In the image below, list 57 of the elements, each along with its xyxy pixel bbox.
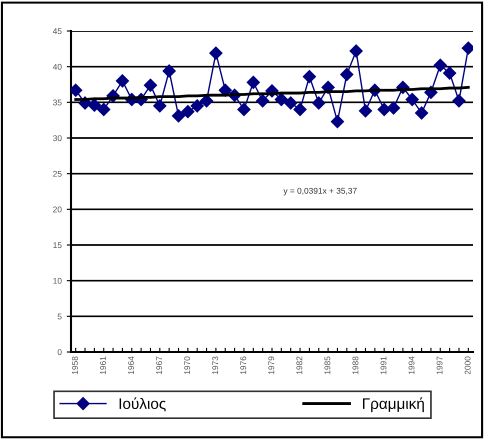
point xyxy=(386,101,400,115)
x-tick-label: 1988 xyxy=(352,356,358,374)
y-tick-label: 15 xyxy=(53,242,62,248)
x-tick-label: 1997 xyxy=(436,356,443,374)
x-tick-label: 1970 xyxy=(184,356,190,374)
x-tick-label: 2000 xyxy=(464,356,471,374)
y-tick-label: 20 xyxy=(53,206,62,212)
y-tick-label: 30 xyxy=(53,135,62,142)
point xyxy=(406,92,419,106)
point xyxy=(452,94,466,108)
y-tick-label: 10 xyxy=(53,278,62,284)
point xyxy=(116,74,130,88)
point xyxy=(172,109,186,122)
point xyxy=(256,94,270,108)
x-tick-label: 1994 xyxy=(408,356,414,374)
point xyxy=(162,64,176,78)
point xyxy=(302,70,316,84)
point xyxy=(274,92,288,106)
point xyxy=(358,104,372,118)
point xyxy=(153,99,166,112)
legend-label: Γραμμική xyxy=(363,397,424,412)
y-tick-label: 45 xyxy=(52,28,62,34)
point xyxy=(378,102,391,116)
y-tick-label: 25 xyxy=(53,170,62,177)
point xyxy=(88,98,101,112)
point xyxy=(312,96,326,110)
point xyxy=(209,46,222,60)
x-tick-label: 1967 xyxy=(156,356,162,374)
x-tick-label: 1985 xyxy=(324,356,330,374)
point xyxy=(246,76,260,89)
point xyxy=(97,102,110,116)
point xyxy=(340,68,354,82)
y-tick-label: 5 xyxy=(58,314,62,320)
x-tick-label: 1991 xyxy=(380,356,386,374)
point xyxy=(181,105,194,118)
x-tick-label: 1979 xyxy=(268,356,274,374)
x-tick-label: 1964 xyxy=(128,356,134,374)
x-tick-label: 1976 xyxy=(240,356,246,374)
y-tick-label: 0 xyxy=(58,349,62,356)
point xyxy=(443,66,456,80)
legend-label: Ιούλιος xyxy=(120,397,166,412)
point xyxy=(414,106,428,120)
point xyxy=(190,99,204,112)
x-tick-label: 1982 xyxy=(296,356,302,374)
point xyxy=(144,78,158,92)
x-tick-label: 1961 xyxy=(100,356,106,374)
point xyxy=(350,44,363,58)
point xyxy=(293,102,307,116)
y-tick-label: 40 xyxy=(52,64,62,70)
point xyxy=(284,96,298,110)
x-tick-label: 1958 xyxy=(72,356,78,374)
point xyxy=(434,58,447,72)
point xyxy=(237,102,251,116)
point xyxy=(330,115,344,128)
annotation: y = 0,0391x + 35,37 xyxy=(283,188,357,196)
x-tick-label: 1973 xyxy=(212,356,218,374)
y-tick-label: 35 xyxy=(53,100,62,106)
